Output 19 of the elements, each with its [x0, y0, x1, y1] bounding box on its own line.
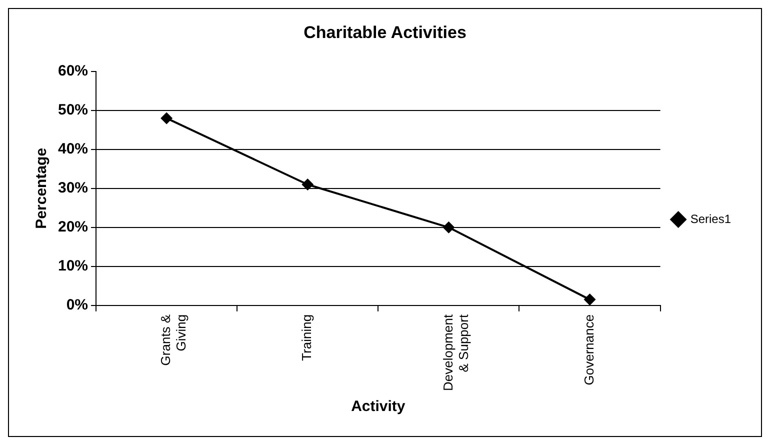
point	[584, 294, 596, 306]
point	[160, 112, 173, 124]
legend-label: Series1	[690, 212, 732, 226]
y-tick-label: 60%	[58, 62, 88, 80]
point	[442, 221, 455, 234]
y-axis-title: Percentage	[33, 148, 50, 229]
point	[302, 178, 314, 190]
x-tick-label: Training	[299, 314, 314, 361]
y-tick-label: 40%	[58, 140, 88, 158]
x-tick-label: Development & Support	[440, 314, 471, 392]
y-tick-label: 0%	[66, 296, 88, 314]
x-tick-label: Grants & Giving	[158, 314, 189, 366]
chart-title: Charitable Activities	[304, 22, 466, 42]
y-tick-label: 20%	[58, 218, 88, 236]
x-tick-label: Governance	[581, 314, 596, 386]
y-tick-label: 30%	[58, 180, 88, 197]
x-axis-title: Activity	[351, 398, 406, 416]
y-tick-label: 10%	[58, 258, 88, 275]
y-tick-label: 50%	[58, 102, 88, 119]
